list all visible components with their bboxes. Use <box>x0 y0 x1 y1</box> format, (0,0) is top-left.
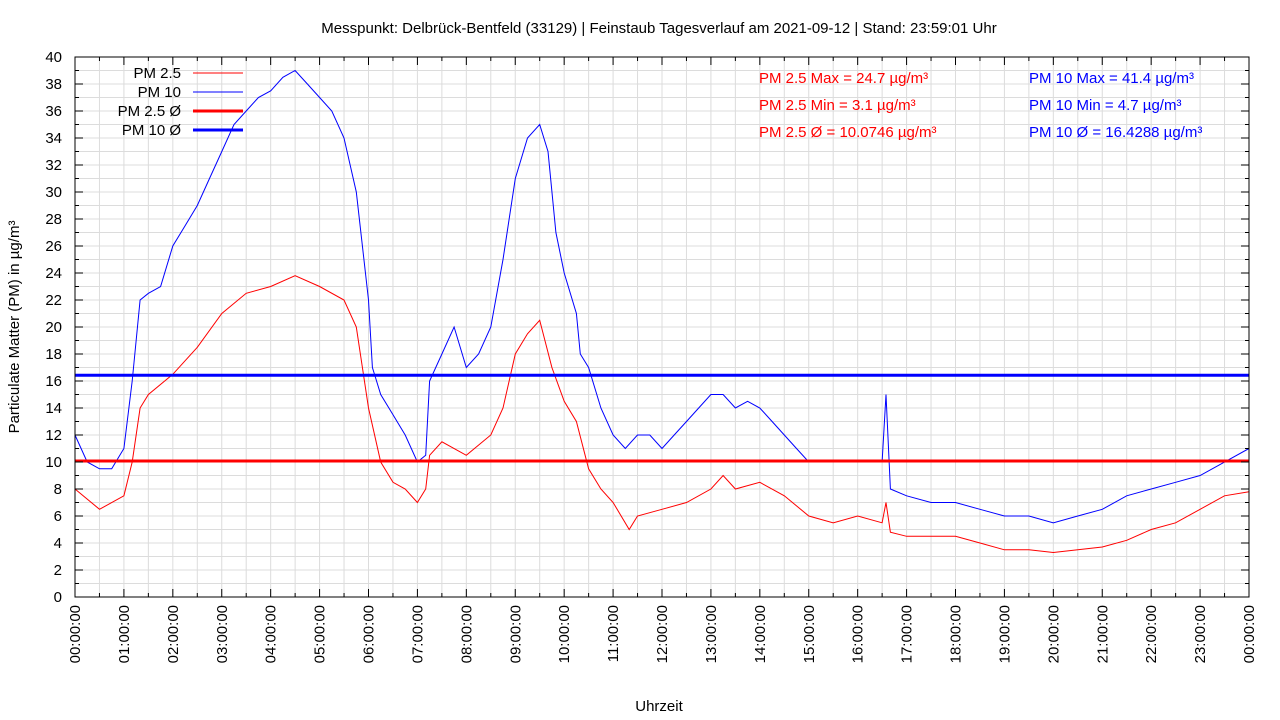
y-tick-label: 6 <box>54 508 62 525</box>
series-layer <box>74 69 1250 554</box>
y-tick-label: 30 <box>45 184 62 201</box>
x-tick-label: 02:00:00 <box>165 605 182 663</box>
x-tick-label: 00:00:00 <box>1241 605 1258 663</box>
x-tick-label: 23:00:00 <box>1192 605 1209 663</box>
legend-label: PM 2.5 <box>133 65 181 82</box>
y-tick-label: 22 <box>45 292 62 309</box>
pm10-min: PM 10 Min = 4.7 µg/m³ <box>1029 97 1181 114</box>
x-tick-label: 20:00:00 <box>1045 605 1062 663</box>
y-tick-label: 36 <box>45 103 62 120</box>
legend: PM 2.5 PM 10 PM 2.5 Ø PM 10 Ø <box>118 65 243 139</box>
y-tick-label: 18 <box>45 346 62 363</box>
y-tick-label: 20 <box>45 319 62 336</box>
y-tick-label: 16 <box>45 373 62 390</box>
y-tick-label: 34 <box>45 130 62 147</box>
x-tick-label: 18:00:00 <box>948 605 965 663</box>
y-tick-label: 0 <box>54 589 62 606</box>
x-tick-label: 11:00:00 <box>605 605 622 662</box>
y-tick-label: 38 <box>45 76 62 93</box>
pm10-avg: PM 10 Ø = 16.4288 µg/m³ <box>1029 124 1202 141</box>
grid <box>74 56 1250 598</box>
x-tick-label: 05:00:00 <box>312 605 329 663</box>
legend-label: PM 10 <box>138 84 181 101</box>
x-tick-label: 03:00:00 <box>214 605 231 663</box>
pm25-min: PM 2.5 Min = 3.1 µg/m³ <box>759 97 916 114</box>
pm10-max: PM 10 Max = 41.4 µg/m³ <box>1029 70 1194 87</box>
x-tick-label: 08:00:00 <box>458 605 475 663</box>
x-tick-label: 09:00:00 <box>507 605 524 663</box>
series-line-pm-10 <box>74 69 1250 524</box>
ticks: 024681012141618202224262830323436384000:… <box>45 49 1258 663</box>
x-tick-label: 12:00:00 <box>654 605 671 663</box>
y-tick-label: 2 <box>54 562 62 579</box>
y-tick-label: 4 <box>54 535 62 552</box>
x-tick-label: 14:00:00 <box>752 605 769 663</box>
y-axis-label: Particulate Matter (PM) in µg/m³ <box>6 221 23 434</box>
x-tick-label: 17:00:00 <box>899 605 916 663</box>
pm25-max: PM 2.5 Max = 24.7 µg/m³ <box>759 70 928 87</box>
x-tick-label: 13:00:00 <box>703 605 720 663</box>
y-tick-label: 8 <box>54 481 62 498</box>
pm25-stats: PM 2.5 Max = 24.7 µg/m³ PM 2.5 Min = 3.1… <box>759 70 936 141</box>
chart-title: Messpunkt: Delbrück-Bentfeld (33129) | F… <box>321 20 996 37</box>
legend-label: PM 2.5 Ø <box>118 103 182 120</box>
x-tick-label: 19:00:00 <box>996 605 1013 663</box>
x-tick-label: 22:00:00 <box>1143 605 1160 663</box>
y-tick-label: 32 <box>45 157 62 174</box>
x-tick-label: 04:00:00 <box>263 605 280 663</box>
y-tick-label: 26 <box>45 238 62 255</box>
y-tick-label: 10 <box>45 454 62 471</box>
pm25-avg: PM 2.5 Ø = 10.0746 µg/m³ <box>759 124 936 141</box>
x-tick-label: 06:00:00 <box>361 605 378 663</box>
y-tick-label: 40 <box>45 49 62 66</box>
x-tick-label: 07:00:00 <box>409 605 426 663</box>
legend-label: PM 10 Ø <box>122 122 182 139</box>
x-tick-label: 10:00:00 <box>556 605 573 663</box>
y-tick-label: 28 <box>45 211 62 228</box>
series-line-pm-2-5 <box>74 275 1250 554</box>
x-axis-label: Uhrzeit <box>635 698 683 715</box>
x-tick-label: 01:00:00 <box>116 605 133 663</box>
y-tick-label: 14 <box>45 400 62 417</box>
x-tick-label: 00:00:00 <box>67 605 84 663</box>
x-tick-label: 16:00:00 <box>850 605 867 663</box>
x-tick-label: 21:00:00 <box>1094 605 1111 663</box>
x-tick-label: 15:00:00 <box>801 605 818 663</box>
y-tick-label: 24 <box>45 265 62 282</box>
y-tick-label: 12 <box>45 427 62 444</box>
pm10-stats: PM 10 Max = 41.4 µg/m³ PM 10 Min = 4.7 µ… <box>1029 70 1202 141</box>
